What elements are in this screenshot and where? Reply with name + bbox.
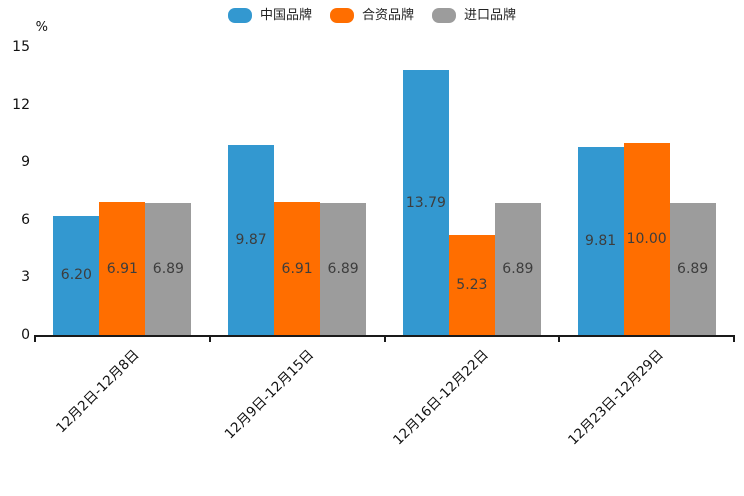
- bar-value-label: 13.79: [405, 194, 446, 211]
- bar-value-label: 6.89: [327, 260, 359, 277]
- x-axis-tick: [34, 335, 36, 342]
- y-axis-tick-label: 9: [21, 154, 30, 171]
- bar-进口品牌-1: 6.89: [320, 202, 367, 335]
- legend-swatch-icon: [432, 8, 456, 23]
- y-axis-tick-label: 6: [21, 211, 30, 228]
- bar-value-label: 6.89: [152, 260, 184, 277]
- x-axis-category-label: 12月2日-12月8日: [53, 346, 143, 437]
- bar-value-label: 6.89: [677, 260, 709, 277]
- legend-item-label: 合资品牌: [361, 8, 414, 23]
- bar-合资品牌-3: 10.00: [623, 143, 670, 335]
- x-axis-tick: [208, 335, 211, 342]
- legend-item-label: 中国品牌: [259, 8, 312, 23]
- legend-item-1[interactable]: 合资品牌: [329, 8, 414, 23]
- bar-合资品牌-1: 6.91: [274, 202, 321, 335]
- bar-中国品牌-1: 9.87: [228, 145, 275, 335]
- bar-进口品牌-2: 6.89: [494, 202, 541, 335]
- x-axis-category-label: 12月16日-12月22日: [390, 346, 493, 449]
- legend-swatch-icon: [227, 8, 252, 23]
- x-axis-tick: [733, 335, 735, 342]
- bar-中国品牌-3: 9.81: [577, 146, 624, 335]
- chart-legend: 中国品牌 合资品牌 进口品牌: [0, 8, 744, 23]
- legend-item-2[interactable]: 进口品牌: [432, 8, 516, 23]
- bar-value-label: 6.91: [281, 260, 313, 277]
- bar-value-label: 6.91: [106, 260, 138, 277]
- y-axis-tick-label: 0: [21, 327, 30, 343]
- legend-item-label: 进口品牌: [464, 8, 517, 23]
- bar-进口品牌-0: 6.89: [145, 202, 192, 335]
- bar-value-label: 10.00: [626, 231, 667, 247]
- bar-中国品牌-2: 13.79: [402, 70, 449, 335]
- bar-合资品牌-2: 5.23: [448, 234, 495, 335]
- x-axis-tick: [383, 335, 386, 342]
- legend-item-0[interactable]: 中国品牌: [227, 8, 312, 23]
- bar-合资品牌-0: 6.91: [99, 202, 146, 335]
- x-axis-category-label: 12月9日-12月15日: [221, 346, 318, 443]
- x-axis-category-label: 12月23日-12月29日: [565, 346, 667, 449]
- bar-value-label: 6.89: [502, 260, 534, 277]
- bar-value-label: 9.87: [235, 232, 267, 249]
- y-axis-tick-label: 12: [12, 96, 30, 113]
- bar-value-label: 6.20: [60, 267, 92, 284]
- bar-value-label: 9.81: [585, 232, 617, 249]
- bar-进口品牌-3: 6.89: [669, 202, 716, 335]
- y-axis-tick-label: 3: [21, 269, 30, 286]
- y-axis-unit-label: %: [35, 20, 48, 35]
- bar-value-label: 5.23: [456, 276, 488, 293]
- legend-swatch-icon: [329, 8, 354, 23]
- bar-中国品牌-0: 6.20: [53, 215, 100, 335]
- x-axis-tick: [558, 335, 561, 342]
- y-axis-tick-label: 15: [12, 39, 30, 55]
